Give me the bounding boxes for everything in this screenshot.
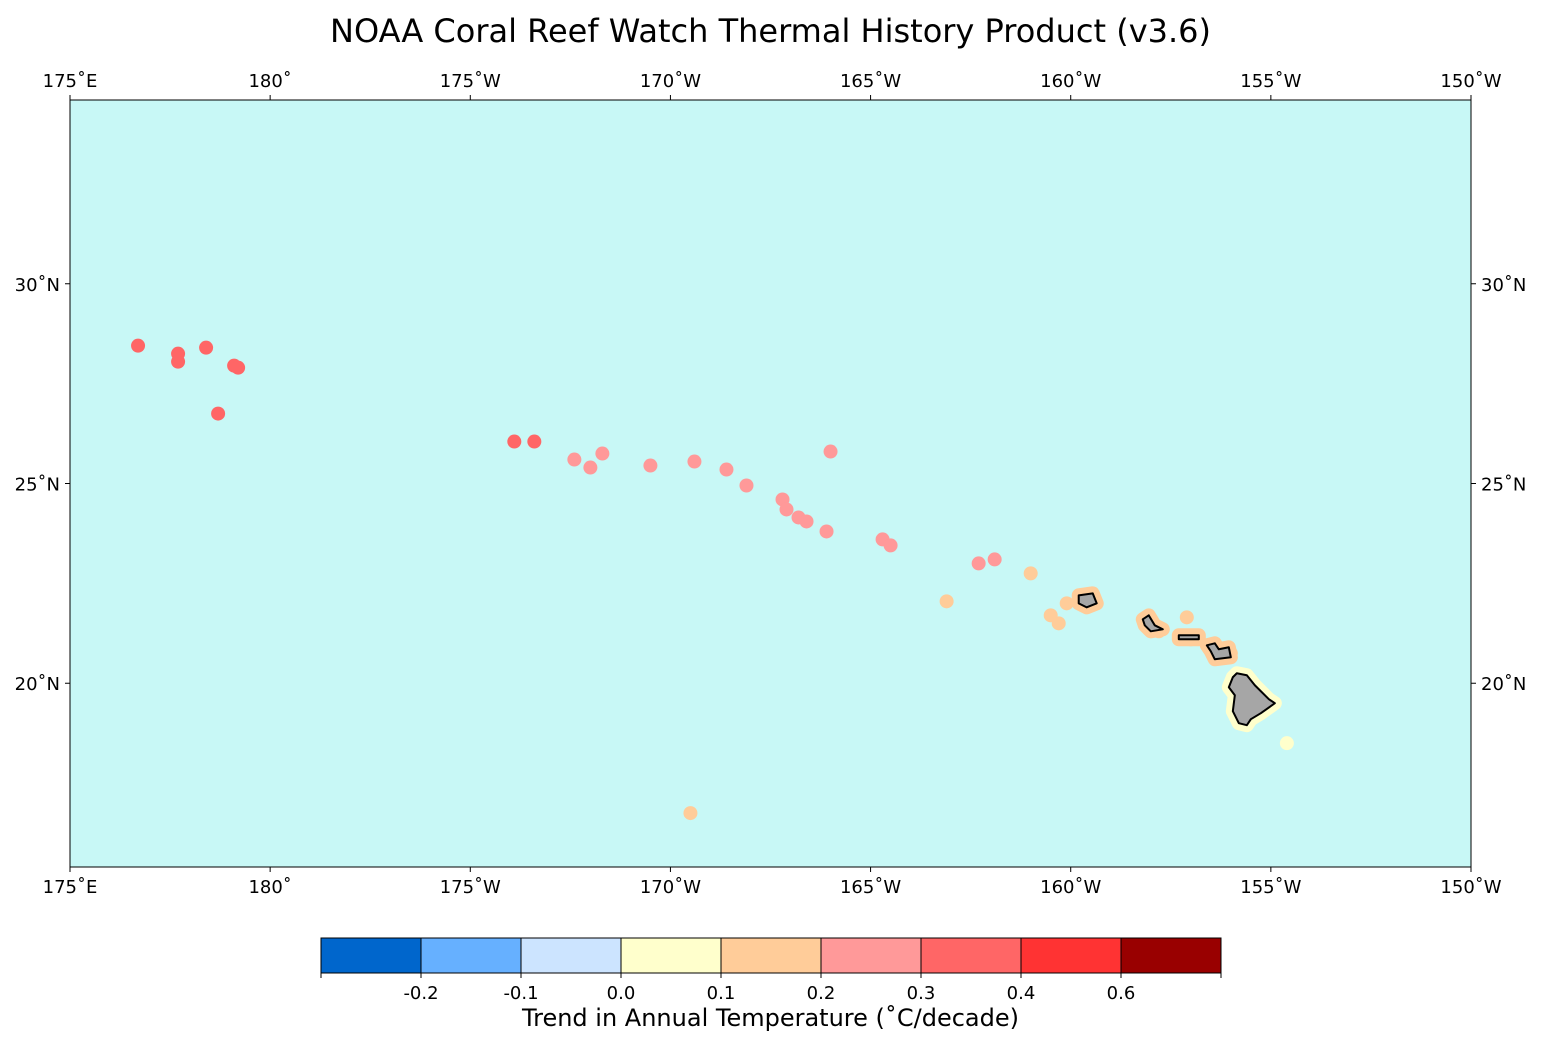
colorbar-swatch — [1021, 938, 1121, 973]
map-title: NOAA Coral Reef Watch Thermal History Pr… — [330, 12, 1211, 50]
lat-tick-label-left: 25˚N — [15, 475, 60, 496]
reef-cell — [819, 524, 834, 539]
lat-tick-label-left: 20˚N — [15, 674, 60, 695]
reef-cell — [595, 446, 610, 461]
colorbar-tick-label: 0.6 — [1107, 983, 1136, 1004]
lon-tick-label-bottom: 155˚W — [1240, 877, 1301, 898]
reef-cell — [171, 354, 186, 369]
reef-cell — [1179, 610, 1194, 625]
reef-cell — [739, 478, 754, 493]
colorbar-swatch — [721, 938, 821, 973]
island-oahu — [1141, 614, 1164, 633]
colorbar-swatch — [1121, 938, 1221, 973]
lon-tick-label-top: 180˚ — [248, 71, 291, 92]
lon-tick-label-bottom: 170˚W — [640, 877, 701, 898]
lon-tick-label-top: 155˚W — [1240, 71, 1301, 92]
reef-cell — [779, 502, 794, 517]
reef-cell — [883, 538, 898, 553]
reef-cell — [507, 434, 522, 449]
lon-tick-label-top: 175˚W — [440, 71, 501, 92]
reef-cell — [687, 454, 702, 469]
reef-cell — [719, 462, 734, 477]
lon-tick-label-bottom: 175˚E — [43, 877, 98, 898]
colorbar-tick-label: -0.1 — [503, 983, 538, 1004]
lon-tick-label-top: 165˚W — [840, 71, 901, 92]
map-area — [70, 100, 1471, 867]
reef-cell — [231, 360, 246, 375]
reef-cell — [199, 340, 214, 355]
island-hawaii — [1227, 672, 1276, 727]
reef-cell — [1279, 736, 1294, 751]
colorbar-tick-label: 0.3 — [907, 983, 936, 1004]
lat-tick-label-right: 20˚N — [1481, 674, 1526, 695]
colorbar-tick-label: -0.2 — [403, 983, 438, 1004]
lon-tick-label-top: 150˚W — [1440, 71, 1501, 92]
colorbar-swatch — [521, 938, 621, 973]
lon-tick-label-bottom: 165˚W — [840, 877, 901, 898]
reef-cell — [799, 514, 814, 529]
colorbar-frame — [320, 937, 1222, 974]
colorbar-label: Trend in Annual Temperature (˚C/decade) — [521, 1004, 1019, 1032]
lat-tick-label-left: 30˚N — [15, 275, 60, 296]
reef-cell — [683, 806, 698, 821]
colorbar-swatch — [921, 938, 1021, 973]
reef-cell — [971, 556, 986, 571]
reef-cell — [527, 434, 542, 449]
lon-tick-label-bottom: 175˚W — [440, 877, 501, 898]
colorbar-swatch — [321, 938, 421, 973]
lon-tick-label-top: 175˚E — [43, 71, 98, 92]
colorbar-tick-label: 0.1 — [707, 983, 736, 1004]
lat-tick-label-right: 30˚N — [1481, 275, 1526, 296]
reef-cells — [131, 338, 1294, 821]
colorbar-tick-label: 0.4 — [1007, 983, 1036, 1004]
reef-cell — [1051, 616, 1066, 631]
reef-cell — [567, 452, 582, 467]
colorbar: -0.2 -0.1 0.0 0.1 0.2 0.3 0.4 0.6 — [320, 937, 1222, 1004]
reef-cell — [939, 594, 954, 609]
colorbar-tick-label: 0.0 — [607, 983, 636, 1004]
lon-tick-label-top: 170˚W — [640, 71, 701, 92]
reef-cell — [643, 458, 658, 473]
colorbar-swatch — [421, 938, 521, 973]
reef-cell — [1023, 566, 1038, 581]
islands — [1071, 586, 1282, 733]
reef-cell — [211, 406, 226, 421]
lon-tick-label-top: 160˚W — [1040, 71, 1101, 92]
reef-cell — [987, 552, 1002, 567]
lat-tick-label-right: 25˚N — [1481, 475, 1526, 496]
lon-tick-label-bottom: 160˚W — [1040, 877, 1101, 898]
map-axes: 175˚E 175˚E 180˚ 180˚ 175˚W 175˚W 170˚W 170˚W 16… — [15, 71, 1527, 898]
reef-cell — [131, 338, 146, 353]
colorbar-tick-label: 0.2 — [807, 983, 836, 1004]
reef-cell — [583, 460, 598, 475]
colorbar-swatch — [621, 938, 721, 973]
island-kauai — [1077, 592, 1098, 609]
reef-cell — [1059, 596, 1074, 611]
island-molokai — [1177, 634, 1200, 641]
island-maui — [1205, 642, 1232, 661]
lon-tick-label-bottom: 180˚ — [248, 877, 291, 898]
ocean-background — [70, 100, 1471, 867]
lon-tick-label-bottom: 150˚W — [1440, 877, 1501, 898]
colorbar-swatch — [821, 938, 921, 973]
reef-cell — [823, 444, 838, 459]
